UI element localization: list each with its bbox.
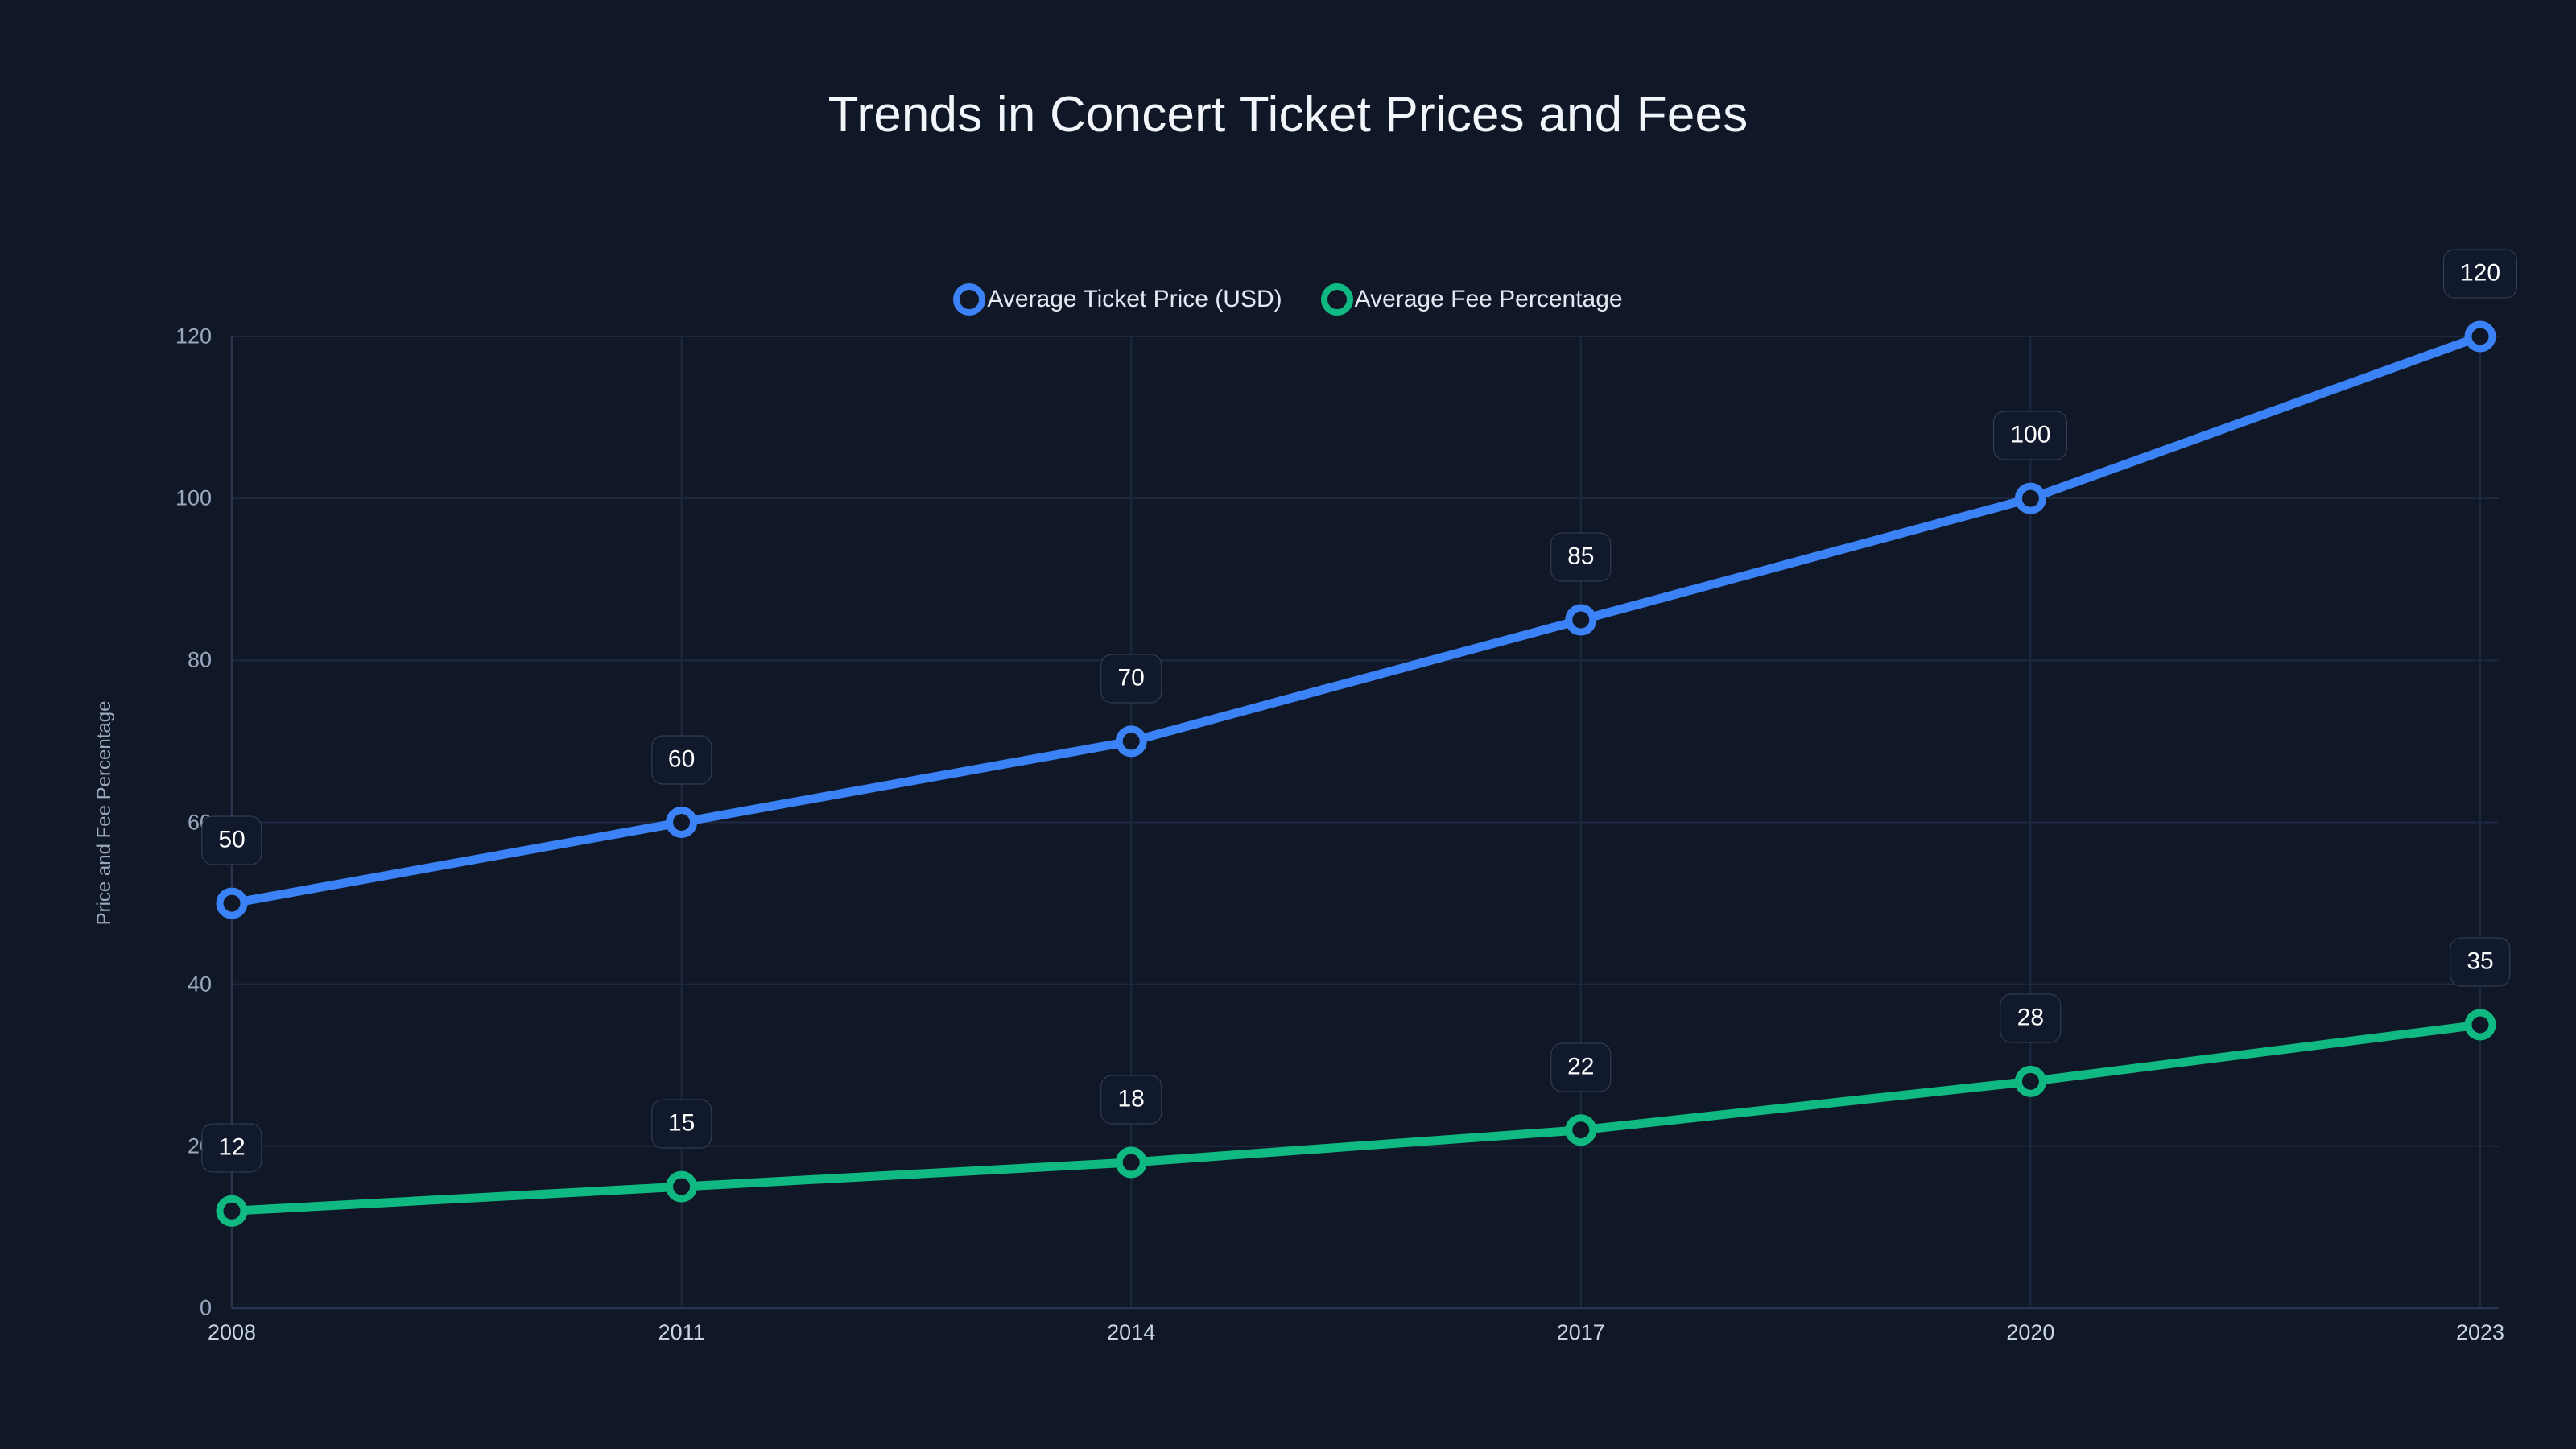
data-point-marker[interactable] [2014,1065,2046,1097]
data-point-marker[interactable] [666,1170,698,1203]
legend-item-average-ticket-price[interactable]: Average Ticket Price (USD) [953,283,1282,316]
x-axis-tick-label: 2017 [1556,1320,1605,1344]
y-axis-tick-label: 100 [175,485,212,510]
y-axis-tick-label: 80 [187,647,212,672]
x-axis-tick-label: 2023 [2455,1320,2505,1344]
data-point-label: 60 [650,735,712,784]
x-axis-tick-label: 2011 [658,1320,705,1344]
data-point-marker[interactable] [1115,1146,1147,1179]
y-axis-tick-label: 40 [187,972,212,997]
data-point-label: 85 [1550,532,1612,582]
y-axis-tick-label: 20 [187,1133,212,1158]
legend-label-series-0: Average Ticket Price (USD) [987,286,1282,312]
x-axis-tick-label: 2008 [207,1320,257,1344]
data-point-marker[interactable] [1565,604,1597,636]
data-point-label: 22 [1550,1042,1612,1092]
data-point-marker[interactable] [2014,482,2046,514]
y-axis-tick-label: 120 [175,324,212,349]
x-axis-tick-label: 2020 [2006,1320,2055,1344]
y-axis-title: Price and Fee Percentage [93,700,115,926]
data-point-marker[interactable] [2464,320,2496,353]
data-point-marker[interactable] [666,807,698,838]
data-point-marker[interactable] [216,887,248,919]
data-point-label: 12 [201,1123,262,1173]
y-axis-tick-label: 60 [187,810,212,834]
legend-label-series-1: Average Fee Percentage [1354,286,1623,312]
data-point-label: 70 [1100,654,1162,704]
chart-title: Trends in Concert Ticket Prices and Fees [828,87,1748,142]
legend-marker-icon-series-1 [1320,283,1353,316]
data-point-marker[interactable] [216,1195,248,1227]
data-point-label: 18 [1100,1075,1162,1125]
y-axis-tick-label: 0 [199,1295,212,1320]
legend-item-average-fee-percentage[interactable]: Average Fee Percentage [1320,283,1623,316]
series-line-1 [227,1020,2485,1216]
data-point-label: 28 [2000,993,2062,1043]
data-point-label: 35 [2450,937,2511,987]
data-point-label: 100 [1993,411,2068,460]
data-point-label: 50 [201,815,262,865]
data-point-marker[interactable] [1565,1114,1597,1146]
legend-marker-icon-series-0 [953,283,986,316]
data-point-marker[interactable] [1115,725,1147,758]
data-point-marker[interactable] [2464,1009,2496,1041]
x-axis-tick-label: 2014 [1107,1320,1156,1344]
series-line-0 [227,332,2485,908]
data-point-label: 15 [650,1099,712,1149]
chart-legend: Average Ticket Price (USD) Average Fee P… [0,283,2576,316]
data-point-label: 120 [2442,249,2518,299]
